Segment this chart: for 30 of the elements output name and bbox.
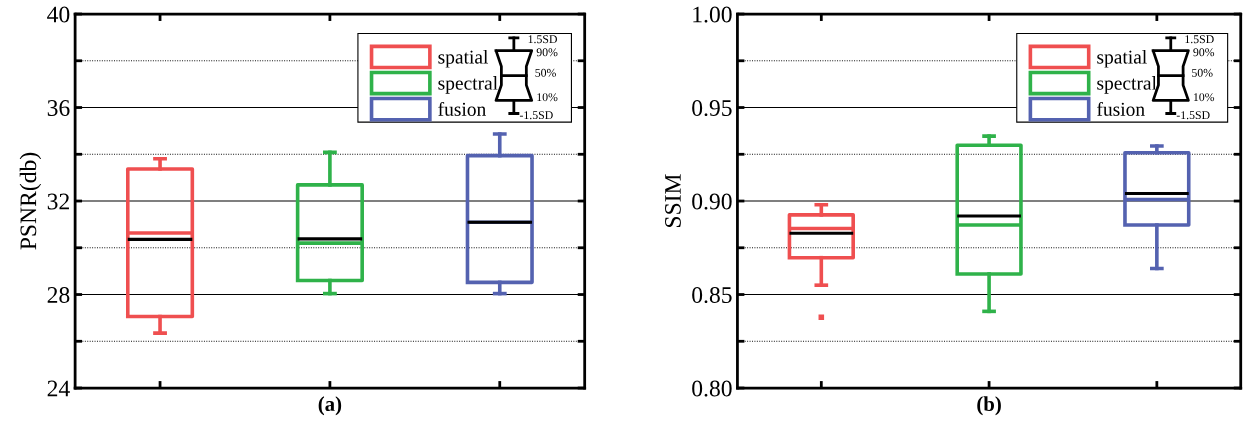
annotation: -1.5SD (1176, 111, 1210, 120)
y-tick-label: 1.00 (693, 6, 732, 23)
legend-label: spatial (1097, 49, 1147, 68)
legend-label: spectral (438, 76, 498, 94)
y-tick-label: 0.90 (692, 193, 732, 210)
y-tick-label: 0.95 (692, 100, 732, 117)
annotation: 50% (535, 68, 556, 77)
y-tick-label: 24 (47, 380, 70, 397)
annotation: 90% (1193, 48, 1215, 57)
legend-label: fusion (438, 101, 486, 116)
y-axis-title: PSNR(db) (19, 152, 42, 250)
annotation: 1.5SD (1185, 35, 1214, 44)
y-tick-label: 0.80 (692, 380, 732, 397)
annotation: 1.5SD (528, 35, 557, 44)
y-tick-label: 40 (47, 6, 70, 23)
annotation: 50% (1192, 68, 1213, 77)
y-tick-label: 32 (47, 193, 69, 210)
annotation: 10% (537, 93, 558, 102)
annotation: 10% (1193, 93, 1215, 102)
annotation: 90% (536, 48, 558, 57)
legend-label: spectral (1097, 76, 1157, 94)
y-tick-label: 0.85 (692, 287, 732, 304)
legend-label: fusion (1097, 101, 1145, 116)
x-axis-title: (a) (318, 396, 342, 416)
x-axis-title: (b) (977, 396, 1001, 416)
y-tick-label: 36 (47, 100, 70, 116)
y-axis-title: SSIM (665, 174, 681, 227)
annotation: -1.5SD (519, 111, 553, 120)
y-tick-label: 28 (47, 287, 70, 303)
legend-label: spatial (438, 49, 489, 68)
